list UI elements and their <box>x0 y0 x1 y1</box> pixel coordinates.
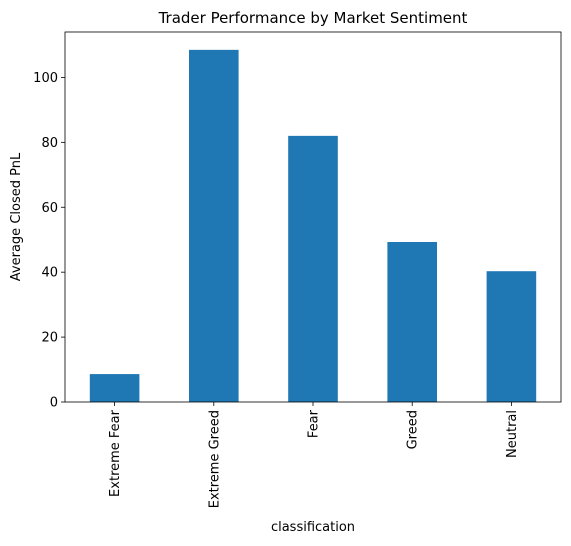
plot-frame <box>64 31 562 403</box>
y-tick-label: 40 <box>41 266 58 281</box>
x-tick-label: Fear <box>307 409 322 438</box>
y-axis-label: Average Closed PnL <box>9 152 24 281</box>
bar-greed <box>387 241 437 402</box>
bar-extreme-fear <box>89 374 140 402</box>
y-tick-label: 0 <box>50 396 58 411</box>
y-axis-ticks: 0 20 40 60 80 100 <box>33 71 65 411</box>
bars-group <box>89 49 537 402</box>
x-axis-ticks: Extreme Fear Extreme Greed Fear Greed Neutra… <box>108 402 520 508</box>
x-tick-label: Extreme Greed <box>207 410 222 508</box>
bar-neutral <box>486 271 537 402</box>
x-tick-label: Greed <box>406 410 421 449</box>
bar-extreme-greed <box>189 49 239 402</box>
x-axis-label: classification <box>271 520 355 535</box>
y-tick-label: 80 <box>41 136 58 151</box>
y-tick-label: 20 <box>41 331 58 346</box>
y-tick-label: 100 <box>33 71 58 86</box>
bar-fear <box>288 135 338 402</box>
x-tick-label: Neutral <box>505 410 520 458</box>
x-tick-label: Extreme Fear <box>108 409 123 497</box>
chart-title: Trader Performance by Market Sentiment <box>158 9 468 27</box>
y-tick-label: 60 <box>41 201 58 216</box>
